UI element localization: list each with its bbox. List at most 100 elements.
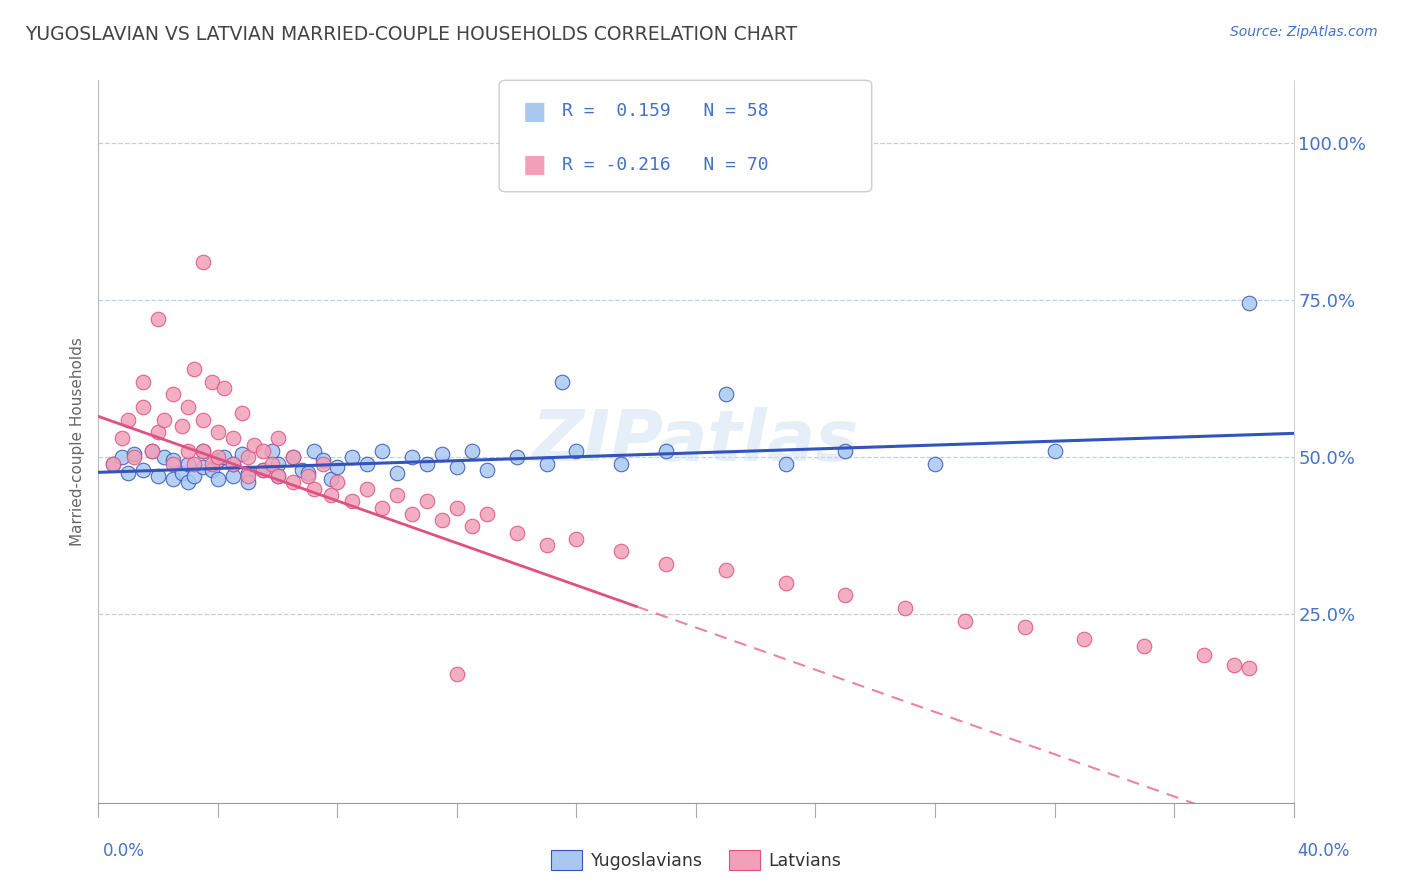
Point [1237,296,1260,310]
Point [475,463,498,477]
Point [565,444,588,458]
Point [201,375,224,389]
Y-axis label: Married-couple Households: Married-couple Households [69,337,84,546]
Point [321,472,343,486]
Point [153,412,176,426]
Point [177,475,200,490]
Point [342,450,364,465]
Point [236,450,259,465]
Point [172,418,194,433]
Point [385,488,409,502]
Point [162,387,184,401]
Point [610,457,633,471]
Text: 40.0%: 40.0% [1298,842,1350,860]
Point [461,444,484,458]
Point [267,469,290,483]
Point [281,475,304,490]
Text: ■: ■ [523,100,547,123]
Point [177,444,200,458]
Point [191,444,214,458]
Point [834,444,856,458]
Point [953,614,976,628]
Point [536,538,558,552]
Point [1043,444,1066,458]
Point [236,475,259,490]
Point [302,482,325,496]
Point [506,525,529,540]
Point [183,362,205,376]
Text: R = -0.216   N = 70: R = -0.216 N = 70 [562,156,769,174]
Text: ZIPatlas: ZIPatlas [533,407,859,476]
Point [260,444,283,458]
Text: Source: ZipAtlas.com: Source: ZipAtlas.com [1230,25,1378,39]
Point [267,469,290,483]
Point [212,381,235,395]
Point [111,450,134,465]
Point [117,412,139,426]
Point [103,457,125,471]
Point [260,457,283,471]
Point [1223,657,1246,672]
Point [141,444,163,458]
Point [191,412,214,426]
Point [356,457,378,471]
Point [714,563,737,577]
Point [132,375,155,389]
Point [207,453,229,467]
Point [506,450,529,465]
Point [655,444,678,458]
Point [326,475,349,490]
Text: 0.0%: 0.0% [103,842,145,860]
Point [191,444,214,458]
Point [1192,648,1215,662]
Point [231,447,253,461]
Point [894,601,917,615]
Point [141,444,163,458]
Point [416,457,439,471]
Point [162,453,184,467]
Point [655,557,678,571]
Point [401,450,423,465]
Point [231,406,253,420]
Point [111,431,134,445]
Point [252,463,274,477]
Point [132,463,155,477]
Point [153,450,176,465]
Point [321,488,343,502]
Point [162,457,184,471]
Point [201,457,224,471]
Text: ■: ■ [523,153,547,177]
Point [267,457,290,471]
Point [236,469,259,483]
Point [565,532,588,546]
Point [356,482,378,496]
Point [475,507,498,521]
Point [177,457,200,471]
Point [1014,620,1036,634]
Point [430,513,453,527]
Point [148,425,170,439]
Point [207,472,229,486]
Point [222,457,245,471]
Point [775,575,797,590]
Point [401,507,423,521]
Point [183,469,205,483]
Point [1133,639,1156,653]
Point [291,463,314,477]
Point [342,494,364,508]
Point [281,450,304,465]
Point [371,500,394,515]
Point [222,431,245,445]
Point [207,450,229,465]
Point [461,519,484,533]
Point [222,469,245,483]
Point [267,431,290,445]
Point [191,255,214,269]
Point [297,469,319,483]
Legend: Yugoslavians, Latvians: Yugoslavians, Latvians [544,843,848,877]
Point [148,312,170,326]
Point [297,466,319,480]
Point [222,457,245,471]
Point [311,457,333,471]
Point [132,400,155,414]
